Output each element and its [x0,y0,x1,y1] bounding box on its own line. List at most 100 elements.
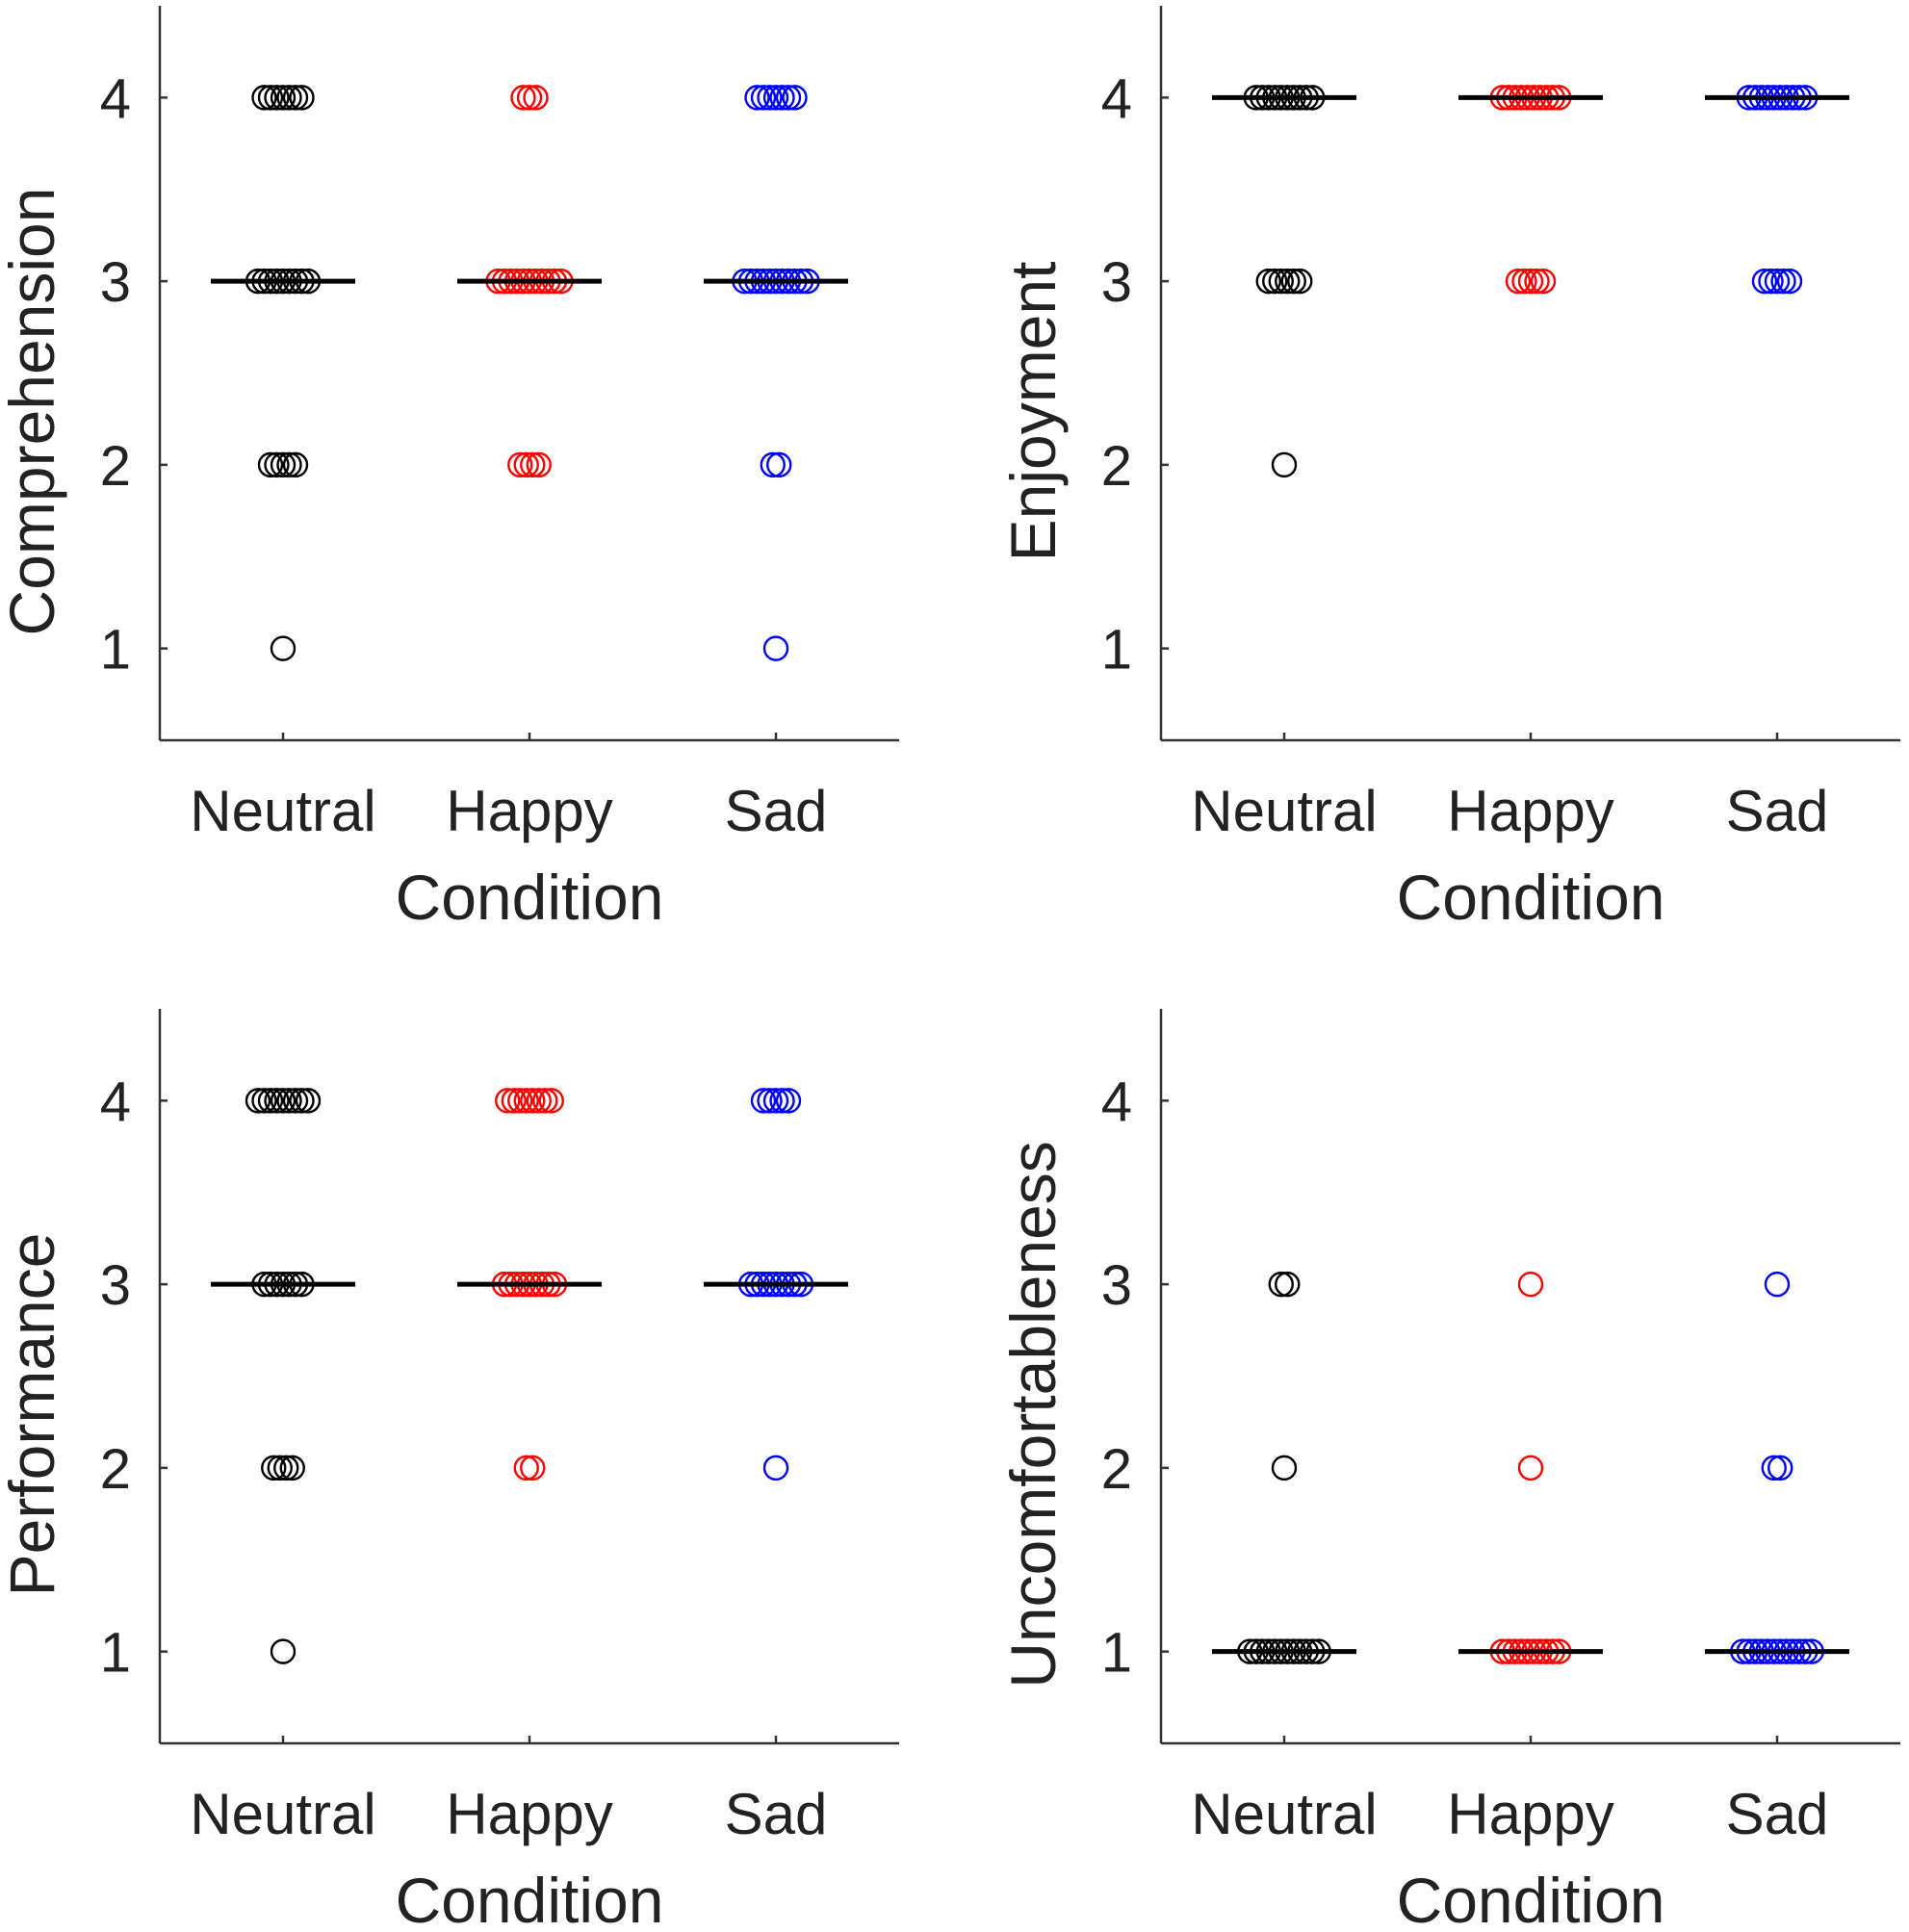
y-axis-label: Comprehension [0,188,67,636]
data-point [510,85,536,111]
y-axis-label: Enjoyment [997,262,1069,562]
x-tick-label: Happy [1447,1782,1613,1846]
data-point [261,1455,287,1481]
data-point [1758,268,1784,295]
panel-performance: 1 2 3 4 Neutral Happy Sad Condition Performance [0,1009,899,1932]
data-point [1764,268,1791,295]
data-point [1517,1455,1544,1481]
data-point [270,1638,297,1664]
data-point [757,1088,783,1114]
data-point [1770,268,1796,295]
data-point [289,85,315,111]
data-point [762,635,789,661]
data-point [257,451,284,478]
data-point [523,85,549,111]
data-point [276,85,302,111]
data-point [270,635,297,661]
data-point [1530,268,1557,295]
y-tick-label: 1 [100,1622,131,1685]
data-point [276,451,302,478]
y-axis-label: Uncomfortableness [997,1141,1069,1688]
panel-enjoyment: 1 2 3 4 Neutral Happy Sad Condition Enjoyment [997,6,1900,933]
data-point [282,85,309,111]
y-tick-label: 3 [100,251,131,314]
series-sad [704,85,848,661]
data-point [526,1088,552,1114]
x-axis-label: Condition [1397,1865,1665,1932]
data-point [1751,268,1778,295]
y-axis-label: Performance [0,1233,67,1597]
data-point [769,1088,795,1114]
data-point [507,451,533,478]
data-point [501,1088,527,1114]
x-axis-label: Condition [396,862,664,933]
data-point [295,1088,322,1114]
data-point [279,1455,305,1481]
data-point [1268,1271,1294,1298]
series-happy [457,1088,602,1481]
data-point [507,1088,533,1114]
y-tick-label: 4 [1101,1070,1132,1133]
y-tick-label: 3 [100,1254,131,1317]
x-tick-label: Happy [446,779,612,843]
data-point [520,1088,546,1114]
data-point [267,1455,293,1481]
data-point [1511,268,1537,295]
panel-uncomfortableness: 1 2 3 4 Neutral Happy Sad Condition Uncomfortabl… [997,1009,1900,1932]
series-sad [1705,85,1849,295]
y-tick-label: 2 [100,1438,131,1501]
data-point [744,85,770,111]
data-point [1767,1455,1793,1481]
data-point [495,1088,521,1114]
data-point [1776,268,1803,295]
x-tick-label: Sad [725,779,828,843]
x-tick-label: Neutral [190,1782,375,1846]
x-tick-label: Neutral [190,779,375,843]
data-point [762,85,789,111]
data-point [1255,268,1281,295]
x-axis-label: Condition [1397,862,1665,933]
y-tick-label: 4 [100,1070,131,1133]
data-point [750,1088,777,1114]
x-tick-label: Happy [446,1782,612,1846]
data-point [766,451,792,478]
data-point [264,451,290,478]
data-point [513,1455,539,1481]
x-tick-label: Sad [725,1782,828,1846]
data-point [273,1455,299,1481]
data-point [270,451,297,478]
data-point [513,1088,539,1114]
data-point [257,85,284,111]
data-point [270,85,297,111]
series-happy [1458,85,1603,295]
x-tick-label: Neutral [1191,1782,1377,1846]
y-tick-label: 1 [100,619,131,682]
x-tick-label: Neutral [1191,779,1377,843]
series-neutral [1212,85,1356,478]
data-point [775,1088,802,1114]
data-point [1275,268,1301,295]
data-point [1275,1271,1301,1298]
y-tick-label: 1 [1101,619,1132,682]
data-point [750,85,777,111]
data-point [264,1088,290,1114]
data-point [520,1455,546,1481]
series-sad [704,1088,848,1481]
y-tick-label: 3 [1101,1254,1132,1317]
data-point [289,1088,315,1114]
series-happy [1458,1271,1603,1664]
data-point [276,1088,302,1114]
data-point [762,1088,789,1114]
data-point [1268,268,1294,295]
y-tick-label: 2 [1101,1438,1132,1501]
data-point [1761,1455,1787,1481]
panel-comprehension: 1 2 3 4 Neutral Happy Sad Condition Comprehensio… [0,6,899,933]
data-point [264,85,290,111]
data-point [538,1088,564,1114]
data-point [1517,1271,1544,1298]
data-point [1271,1455,1298,1481]
data-point [760,451,786,478]
series-neutral [1212,1271,1356,1664]
y-tick-label: 4 [1101,67,1132,130]
x-tick-label: Happy [1447,779,1613,843]
